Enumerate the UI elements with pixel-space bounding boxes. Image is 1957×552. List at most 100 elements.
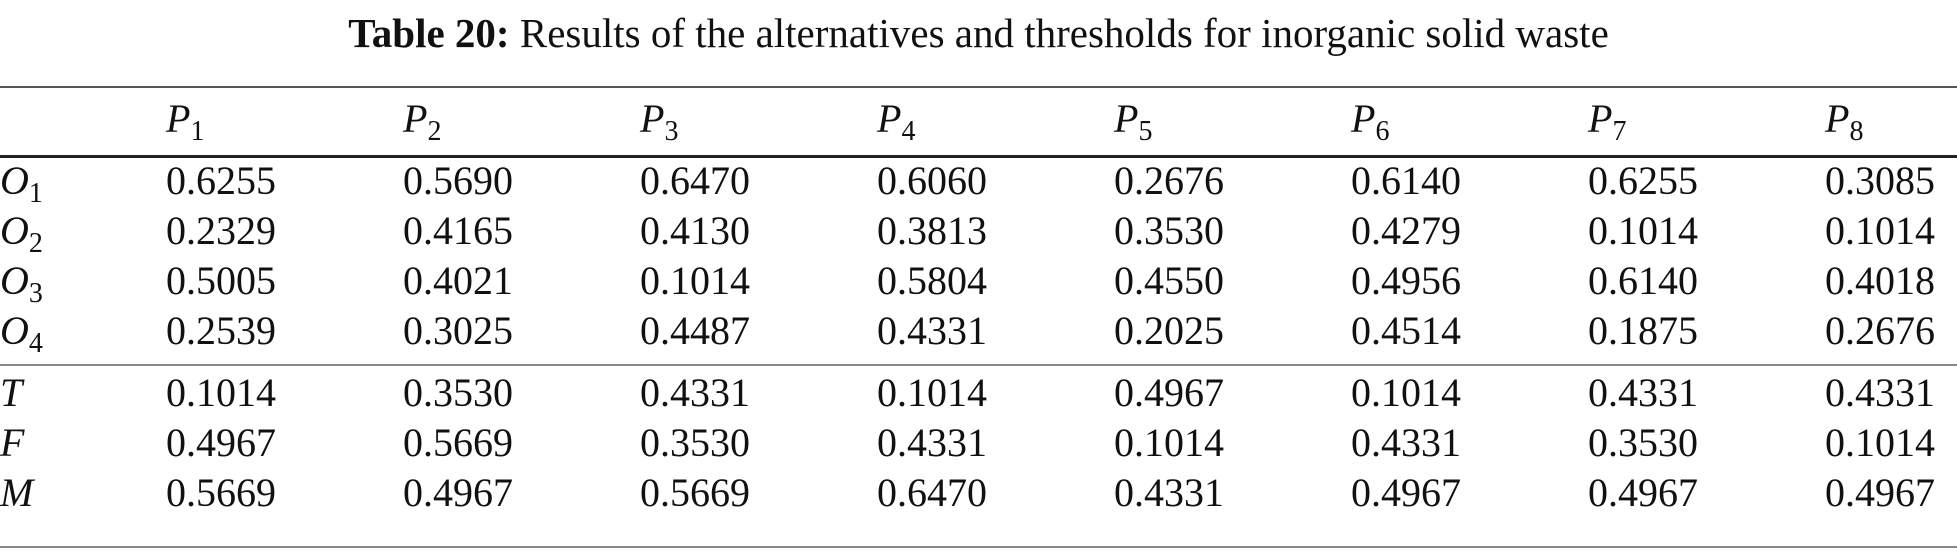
bottom-rule	[0, 546, 1957, 548]
math-symbol: O3	[0, 258, 43, 309]
table-cell: 0.3530	[1114, 208, 1224, 253]
row-label: M	[0, 468, 166, 531]
table-cell: 0.4165	[403, 208, 513, 253]
table-cell: 0.3813	[877, 208, 987, 253]
table-cell: 0.4550	[1114, 258, 1224, 303]
table-cell: 0.4331	[877, 308, 987, 353]
table-header-row: P1 P2 P3 P4 P5 P6 P7 P8	[0, 94, 1957, 147]
caption-text: Results of the alternatives and threshol…	[519, 10, 1609, 56]
math-subscript: 7	[1612, 116, 1627, 147]
table-cell: 0.6255	[166, 158, 276, 203]
table-cell: 0.4021	[403, 258, 513, 303]
math-symbol: M	[0, 470, 34, 515]
table-cell: 0.4279	[1351, 208, 1461, 253]
table-cell: 0.4967	[1825, 470, 1935, 515]
math-subscript: 4	[28, 328, 43, 359]
table-cell: 0.6470	[877, 470, 987, 515]
table-cell: 0.4967	[166, 420, 276, 465]
table-caption: Table 20: Results of the alternatives an…	[0, 8, 1957, 58]
math-symbol: O1	[0, 158, 43, 209]
math-subscript: 6	[1375, 116, 1390, 147]
table-cell: 0.5669	[166, 470, 276, 515]
table-cell: 0.1014	[1351, 370, 1461, 415]
math-subscript: 1	[28, 178, 43, 209]
row-label: O3	[0, 256, 166, 319]
table-cell: 0.5804	[877, 258, 987, 303]
header-corner-cell	[0, 94, 166, 157]
math-subscript: 5	[1138, 116, 1153, 147]
table-cell: 0.2676	[1114, 158, 1224, 203]
math-subscript: 8	[1849, 116, 1864, 147]
table-cell: 0.1014	[1825, 420, 1935, 465]
column-header: P5	[1114, 94, 1351, 157]
math-subscript: 4	[901, 116, 916, 147]
table-cell: 0.1014	[1588, 208, 1698, 253]
table-cell: 0.4018	[1825, 258, 1935, 303]
math-subscript: 2	[427, 116, 442, 147]
table-cell: 0.6255	[1588, 158, 1698, 203]
table-cell: 0.1014	[1825, 208, 1935, 253]
math-symbol: P1	[166, 96, 205, 147]
table-cell: 0.2676	[1825, 308, 1935, 353]
table-cell: 0.6060	[877, 158, 987, 203]
column-header: P7	[1588, 94, 1825, 157]
table-cell: 0.4514	[1351, 308, 1461, 353]
table-cell: 0.4967	[1351, 470, 1461, 515]
table-cell: 0.4331	[1588, 370, 1698, 415]
column-header: P8	[1825, 94, 1957, 157]
table-cell: 0.3530	[403, 370, 513, 415]
table-cell: 0.2539	[166, 308, 276, 353]
table-cell: 0.3530	[1588, 420, 1698, 465]
row-label: F	[0, 418, 166, 481]
table-cell: 0.6470	[640, 158, 750, 203]
table-cell: 0.1014	[640, 258, 750, 303]
table-cell: 0.4331	[640, 370, 750, 415]
table-cell: 0.4331	[1114, 470, 1224, 515]
math-symbol: P4	[877, 96, 916, 147]
table-row: O4 0.2539 0.3025 0.4487 0.4331 0.2025 0.4514 0.…	[0, 306, 1957, 359]
column-header: P6	[1351, 94, 1588, 157]
math-subscript: 2	[28, 228, 43, 259]
table-row: O2 0.2329 0.4165 0.4130 0.3813 0.3530 0.4279 0.…	[0, 206, 1957, 259]
math-subscript: 3	[664, 116, 679, 147]
table-cell: 0.5669	[640, 470, 750, 515]
table-cell: 0.2025	[1114, 308, 1224, 353]
math-symbol: O4	[0, 308, 43, 359]
table-cell: 0.4487	[640, 308, 750, 353]
math-symbol: P7	[1588, 96, 1627, 147]
math-symbol: P2	[403, 96, 442, 147]
math-symbol: T	[0, 370, 23, 415]
math-symbol: P3	[640, 96, 679, 147]
table-cell: 0.1014	[166, 370, 276, 415]
header-rule	[0, 155, 1957, 158]
table-cell: 0.4956	[1351, 258, 1461, 303]
table-cell: 0.1014	[877, 370, 987, 415]
row-label: O4	[0, 306, 166, 369]
table-cell: 0.4967	[1114, 370, 1224, 415]
table-cell: 0.4331	[1825, 370, 1935, 415]
math-subscript: 3	[28, 278, 43, 309]
caption-label: Table 20:	[348, 10, 510, 56]
table-row: T 0.1014 0.3530 0.4331 0.1014 0.4967 0.1014 0.4…	[0, 368, 1957, 418]
table-cell: 0.2329	[166, 208, 276, 253]
column-header: P2	[403, 94, 640, 157]
table-row: O1 0.6255 0.5690 0.6470 0.6060 0.2676 0.6140 0.…	[0, 156, 1957, 209]
table-cell: 0.1014	[1114, 420, 1224, 465]
table-cell: 0.3530	[640, 420, 750, 465]
table-cell: 0.4967	[1588, 470, 1698, 515]
table-cell: 0.4967	[403, 470, 513, 515]
table-row: M 0.5669 0.4967 0.5669 0.6470 0.4331 0.4967 0.4…	[0, 468, 1957, 518]
row-label: O2	[0, 206, 166, 269]
math-symbol: O2	[0, 208, 43, 259]
row-label: O1	[0, 156, 166, 219]
table-cell: 0.5005	[166, 258, 276, 303]
math-symbol: P8	[1825, 96, 1864, 147]
column-header: P1	[166, 94, 403, 157]
table-cell: 0.1875	[1588, 308, 1698, 353]
table-cell: 0.5669	[403, 420, 513, 465]
table-cell: 0.4130	[640, 208, 750, 253]
column-header: P4	[877, 94, 1114, 157]
math-symbol: P6	[1351, 96, 1390, 147]
math-symbol: P5	[1114, 96, 1153, 147]
table-cell: 0.3025	[403, 308, 513, 353]
